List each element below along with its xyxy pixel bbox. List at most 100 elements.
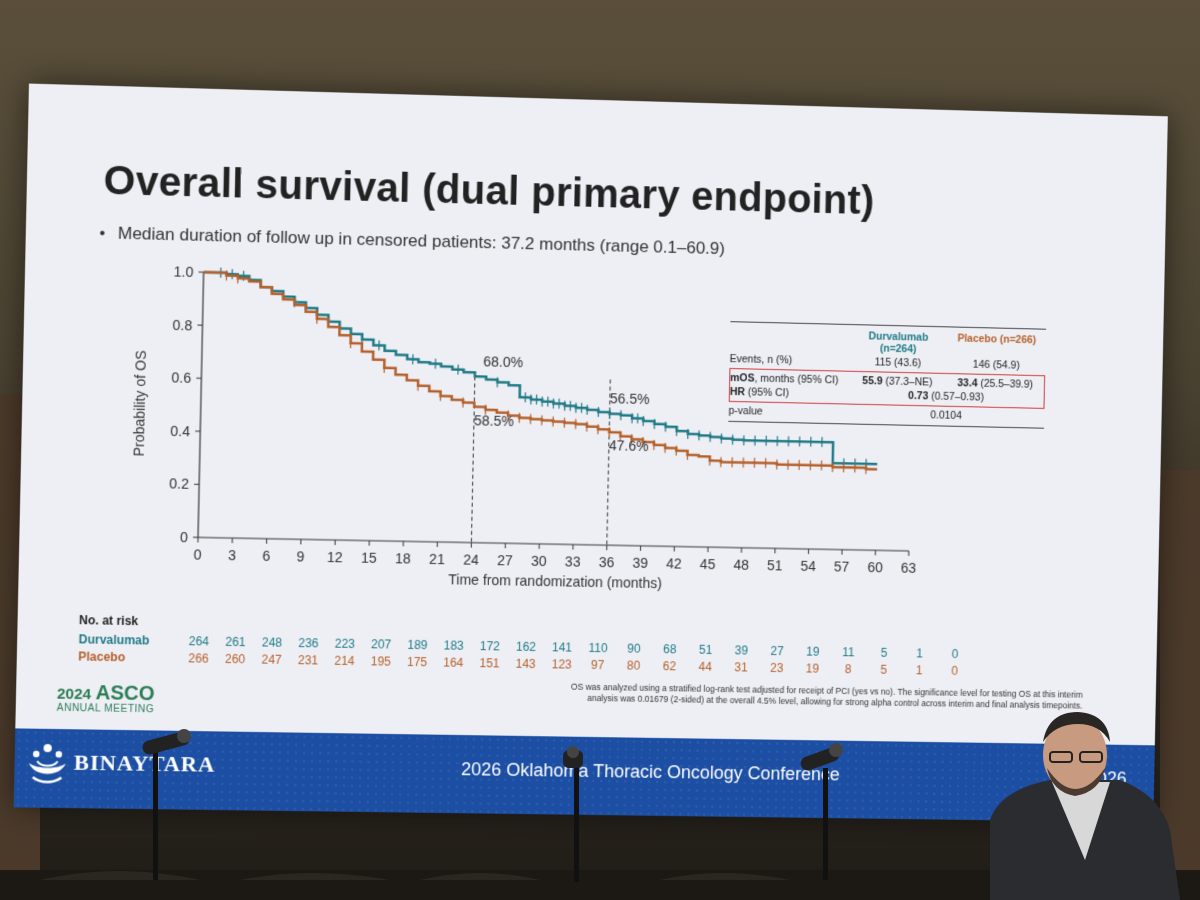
risk-cell-placebo: 97 <box>580 657 616 672</box>
risk-cell-durvalumab: 183 <box>435 638 471 653</box>
risk-cell-durvalumab: 248 <box>254 635 291 650</box>
risk-cell-durvalumab: 141 <box>544 640 580 655</box>
x-tick-label: 3 <box>228 547 236 563</box>
footnote: OS was analyzed using a stratified log-r… <box>503 681 1083 712</box>
conference-name: 2026 Oklahoma Thoracic Oncology Conferen… <box>461 759 840 785</box>
x-tick-label: 54 <box>800 558 816 574</box>
x-tick-label: 39 <box>632 555 648 571</box>
annotation-label: 58.5% <box>474 412 515 429</box>
x-tick-label: 27 <box>497 552 513 568</box>
results-table: Durvalumab (n=264) Placebo (n=266) Event… <box>728 321 1046 429</box>
x-tick-label: 30 <box>531 553 547 569</box>
hr-value-bold: 0.73 <box>908 390 928 402</box>
risk-cell-durvalumab: 261 <box>217 634 254 649</box>
risk-cell-placebo: 1 <box>901 663 937 677</box>
risk-cell-durvalumab: 264 <box>180 633 217 648</box>
risk-cell-durvalumab: 1 <box>902 646 938 660</box>
pvalue-label: p-value <box>728 405 847 420</box>
mos-durvalumab: 55.9 (37.3–NE) <box>848 375 946 389</box>
risk-cell-durvalumab: 189 <box>399 637 436 652</box>
x-tick-label: 45 <box>700 556 716 572</box>
x-tick-label: 15 <box>361 550 377 566</box>
events-placebo: 146 (54.9) <box>947 358 1045 372</box>
x-axis-title: Time from randomization (months) <box>448 571 662 591</box>
mos-label-rest: , months (95% CI) <box>754 373 838 387</box>
events-durvalumab: 115 (43.6) <box>848 356 947 370</box>
hr-label-rest: (95% CI) <box>745 386 789 399</box>
risk-cell-durvalumab: 27 <box>759 643 795 658</box>
risk-cell-durvalumab: 223 <box>326 636 363 651</box>
risk-cell-placebo: 164 <box>435 655 471 670</box>
conference-hashtag: KTO26 <box>1071 768 1127 790</box>
x-tick-label: 9 <box>296 548 304 564</box>
y-tick-label: 0.8 <box>172 317 192 334</box>
risk-cell-durvalumab: 19 <box>795 644 831 659</box>
risk-cell-placebo: 247 <box>253 652 290 667</box>
asco-logo: 2024 ASCO ANNUAL MEETING <box>57 681 155 715</box>
x-tick-label: 51 <box>767 557 783 573</box>
risk-cell-placebo: 44 <box>687 659 723 674</box>
mos-placebo: 33.4 (25.5–39.9) <box>946 377 1044 391</box>
x-tick-label: 0 <box>194 546 202 562</box>
x-tick-label: 24 <box>463 552 479 568</box>
y-tick-label: 0.6 <box>171 370 191 386</box>
risk-cell-durvalumab: 5 <box>866 645 902 660</box>
lotus-people-icon <box>22 739 72 788</box>
risk-label-placebo: Placebo <box>78 649 180 665</box>
x-tick-label: 12 <box>327 549 343 565</box>
risk-cell-placebo: 62 <box>651 658 687 673</box>
y-tick-label: 0.2 <box>169 476 189 492</box>
hr-label: HR (95% CI) <box>730 386 848 401</box>
x-tick-label: 18 <box>395 550 411 566</box>
hr-value-rest: (0.57–0.93) <box>928 390 984 403</box>
risk-cell-placebo: 195 <box>363 654 400 669</box>
risk-cell-placebo: 5 <box>866 662 902 676</box>
risk-cell-placebo: 175 <box>399 654 436 669</box>
mos-durvalumab-bold: 55.9 <box>862 375 882 387</box>
x-tick-label: 36 <box>599 554 615 570</box>
asco-logo-subtitle: ANNUAL MEETING <box>57 703 155 716</box>
risk-cell-placebo: 0 <box>937 663 973 677</box>
risk-cell-durvalumab: 162 <box>508 639 544 654</box>
risk-cell-durvalumab: 207 <box>363 637 400 652</box>
risk-cell-placebo: 143 <box>507 656 543 671</box>
risk-cell-durvalumab: 172 <box>472 638 508 653</box>
y-tick-label: 1.0 <box>173 263 193 280</box>
risk-cell-durvalumab: 68 <box>652 641 688 656</box>
x-tick-label: 63 <box>901 560 917 576</box>
risk-cell-durvalumab: 236 <box>290 635 327 650</box>
risk-cell-placebo: 151 <box>471 655 507 670</box>
risk-label-durvalumab: Durvalumab <box>78 632 180 648</box>
risk-cell-placebo: 23 <box>759 660 795 675</box>
y-axis-line <box>198 272 204 537</box>
annotation-label: 56.5% <box>610 391 650 408</box>
risk-cell-placebo: 8 <box>830 661 866 676</box>
x-tick-label: 21 <box>429 551 445 567</box>
risk-cell-durvalumab: 90 <box>616 641 652 656</box>
asco-logo-year: 2024 <box>57 686 91 704</box>
mos-label-bold: mOS <box>730 372 755 385</box>
risk-cell-durvalumab: 0 <box>937 646 973 660</box>
mos-placebo-bold: 33.4 <box>957 377 977 389</box>
risk-cell-durvalumab: 51 <box>688 642 724 657</box>
risk-cell-placebo: 19 <box>795 661 831 676</box>
hr-label-bold: HR <box>730 386 745 398</box>
annotation-label: 68.0% <box>483 354 524 371</box>
mos-placebo-rest: (25.5–39.9) <box>977 378 1033 391</box>
y-axis-title: Probability of OS <box>131 350 149 456</box>
wood-wall-panel-right <box>1160 470 1200 900</box>
y-tick-label: 0 <box>180 529 188 545</box>
risk-cell-placebo: 214 <box>326 653 363 668</box>
brand-name: BINAYTARA <box>74 750 216 778</box>
hr-value: 0.73 (0.57–0.93) <box>848 389 1044 405</box>
x-tick-label: 60 <box>867 559 883 575</box>
results-header-blank <box>730 327 849 330</box>
risk-cell-placebo: 31 <box>723 660 759 675</box>
y-tick-label: 0.4 <box>170 423 190 439</box>
risk-cell-durvalumab: 110 <box>580 640 616 655</box>
risk-cell-durvalumab: 39 <box>723 643 759 658</box>
risk-cell-placebo: 260 <box>217 651 254 666</box>
reference-line <box>471 377 474 543</box>
risk-cell-placebo: 266 <box>180 651 217 666</box>
risk-cell-placebo: 123 <box>543 657 579 672</box>
